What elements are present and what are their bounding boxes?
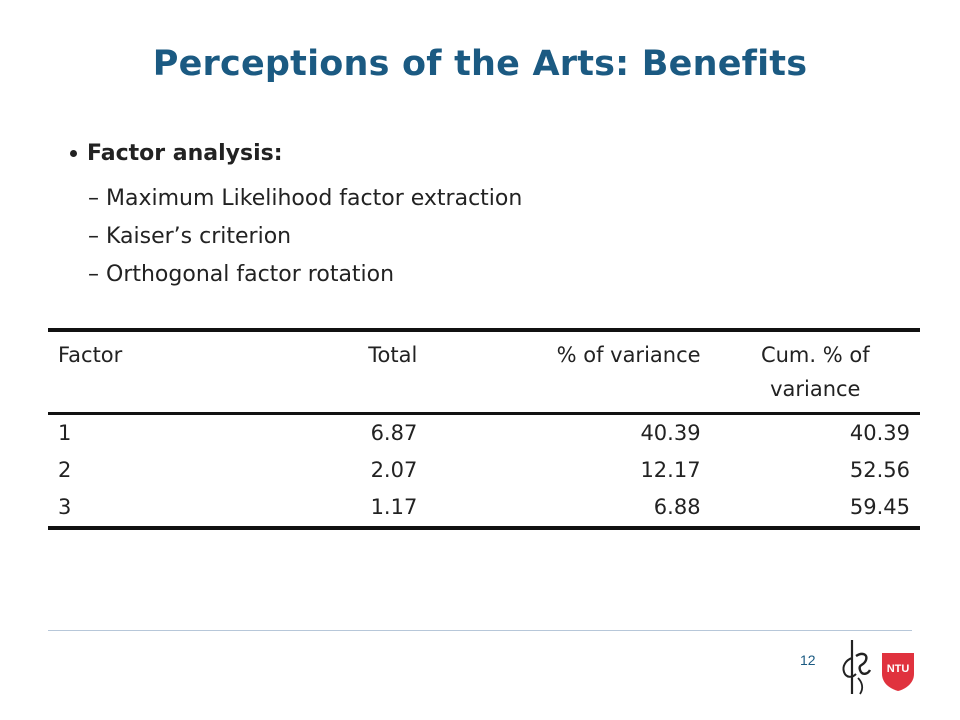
table-header-row: Factor Total % of variance Cum. % of var… [48, 330, 920, 414]
cell-cum-variance: 59.45 [849, 495, 910, 519]
header-cum-variance: Cum. % of variance [711, 330, 920, 414]
slide-title: Perceptions of the Arts: Benefits [152, 44, 808, 84]
table-row: 3 1.17 6.88 59.45 [48, 489, 920, 528]
table-row: 1 6.87 40.39 40.39 [48, 414, 920, 453]
sub-bullet-item: – Orthogonal factor rotation [88, 259, 522, 297]
bullet-factor-analysis: Factor analysis: [70, 141, 283, 166]
dash-icon: – [88, 224, 99, 249]
table-row: 2 2.07 12.17 52.56 [48, 452, 920, 489]
cell-factor: 3 [58, 495, 72, 519]
ribbon-signature-logo-icon [842, 640, 872, 695]
bullet-dot-icon [70, 150, 77, 157]
cell-total: 6.87 [370, 421, 418, 445]
factor-table: Factor Total % of variance Cum. % of var… [48, 328, 920, 530]
bullet-label: Factor analysis: [87, 141, 283, 166]
header-pct-variance: % of variance [556, 343, 701, 367]
cell-pct-variance: 12.17 [640, 458, 701, 482]
cell-factor: 2 [58, 458, 72, 482]
ntu-shield-logo-icon: NTU [882, 653, 914, 691]
header-total: Total [368, 343, 418, 367]
sub-bullet-item: – Maximum Likelihood factor extraction [88, 183, 522, 221]
cell-factor: 1 [58, 421, 72, 445]
sub-bullet-text: Orthogonal factor rotation [106, 262, 395, 287]
cell-total: 1.17 [370, 495, 418, 519]
sub-bullet-text: Maximum Likelihood factor extraction [106, 186, 523, 211]
sub-bullet-list: – Maximum Likelihood factor extraction – K… [88, 183, 522, 297]
header-cum-line1: Cum. % of [760, 343, 870, 367]
sub-bullet-item: – Kaiser’s criterion [88, 221, 522, 259]
page-number: 12 [800, 652, 816, 668]
cell-pct-variance: 6.88 [653, 495, 701, 519]
cell-cum-variance: 40.39 [849, 421, 910, 445]
ntu-logo-text: NTU [887, 663, 910, 675]
cell-total: 2.07 [370, 458, 418, 482]
footer-divider [48, 630, 912, 631]
cell-cum-variance: 52.56 [849, 458, 910, 482]
sub-bullet-text: Kaiser’s criterion [106, 224, 292, 249]
dash-icon: – [88, 262, 99, 287]
cell-pct-variance: 40.39 [640, 421, 701, 445]
header-cum-line2: variance [770, 377, 861, 401]
header-factor: Factor [58, 343, 123, 367]
dash-icon: – [88, 186, 99, 211]
